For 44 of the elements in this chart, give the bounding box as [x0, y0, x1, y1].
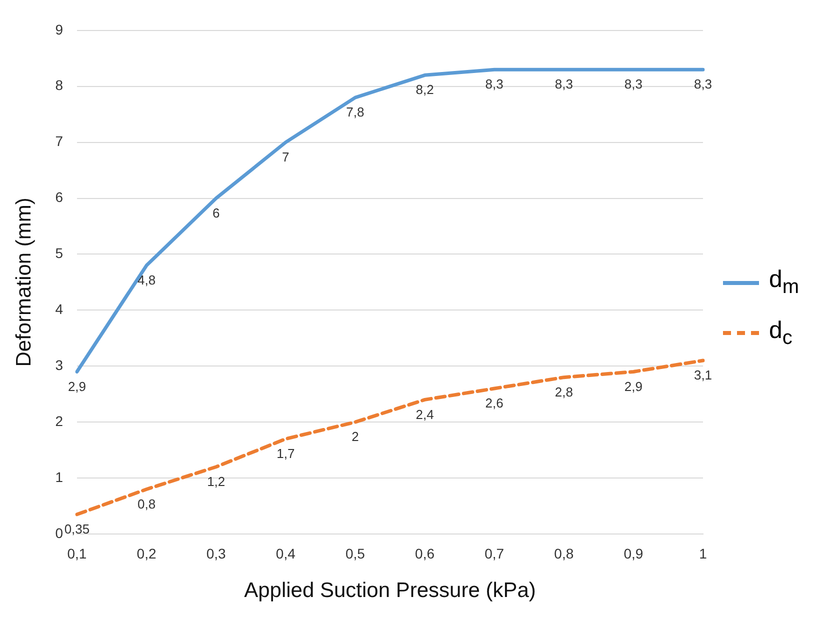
y-tick-label: 2	[55, 412, 64, 429]
data-label: 0,35	[64, 521, 90, 536]
x-tick-label: 0,7	[484, 545, 504, 562]
data-label: 7	[282, 149, 290, 164]
data-label: 2,8	[554, 384, 573, 400]
x-tick-label: 0,2	[136, 545, 156, 562]
x-tick-label: 0,1	[67, 545, 87, 562]
data-label: 3,1	[694, 368, 712, 383]
y-axis-title: Deformation (mm)	[12, 198, 36, 367]
y-tick-label: 1	[55, 468, 64, 485]
x-axis-title: Applied Suction Pressure (kPa)	[244, 579, 536, 602]
y-tick-label: 9	[55, 21, 64, 38]
data-label: 2,6	[485, 396, 504, 411]
data-label: 8,3	[694, 76, 712, 92]
x-tick-label: 0,3	[206, 545, 226, 562]
data-label: 2,9	[68, 378, 86, 394]
y-tick-label: 0	[55, 524, 64, 541]
y-tick-label: 4	[55, 301, 64, 318]
y-tick-label: 7	[55, 133, 64, 150]
data-label: 2,4	[416, 406, 434, 422]
data-label: 8,3	[624, 76, 642, 92]
data-label: 8,2	[416, 82, 434, 98]
y-tick-label: 3	[55, 356, 64, 373]
y-tick-label: 5	[55, 245, 64, 262]
x-tick-label: 0,6	[415, 545, 435, 562]
data-label: 8,3	[485, 76, 504, 92]
data-label: 1,2	[207, 474, 226, 489]
data-label: 2,9	[624, 378, 642, 394]
legend-label: d$_{c}$	[769, 317, 792, 350]
y-tick-label: 8	[55, 77, 64, 94]
x-tick-label: 0,4	[276, 545, 296, 562]
data-label: 7,8	[346, 104, 364, 120]
data-label: 8,3	[554, 76, 573, 92]
y-tick-label: 6	[55, 189, 64, 206]
data-label: 2	[352, 429, 359, 444]
x-tick-label: 1	[699, 545, 708, 562]
data-label: 4,8	[138, 272, 156, 288]
data-label: 0,8	[138, 496, 156, 512]
x-tick-label: 0,5	[345, 545, 366, 562]
data-label: 1,7	[276, 446, 295, 461]
x-tick-label: 0,9	[624, 545, 644, 562]
data-label: 6	[212, 205, 220, 220]
x-tick-label: 0,8	[554, 545, 574, 562]
legend-label: d$_{m}$	[769, 266, 800, 299]
